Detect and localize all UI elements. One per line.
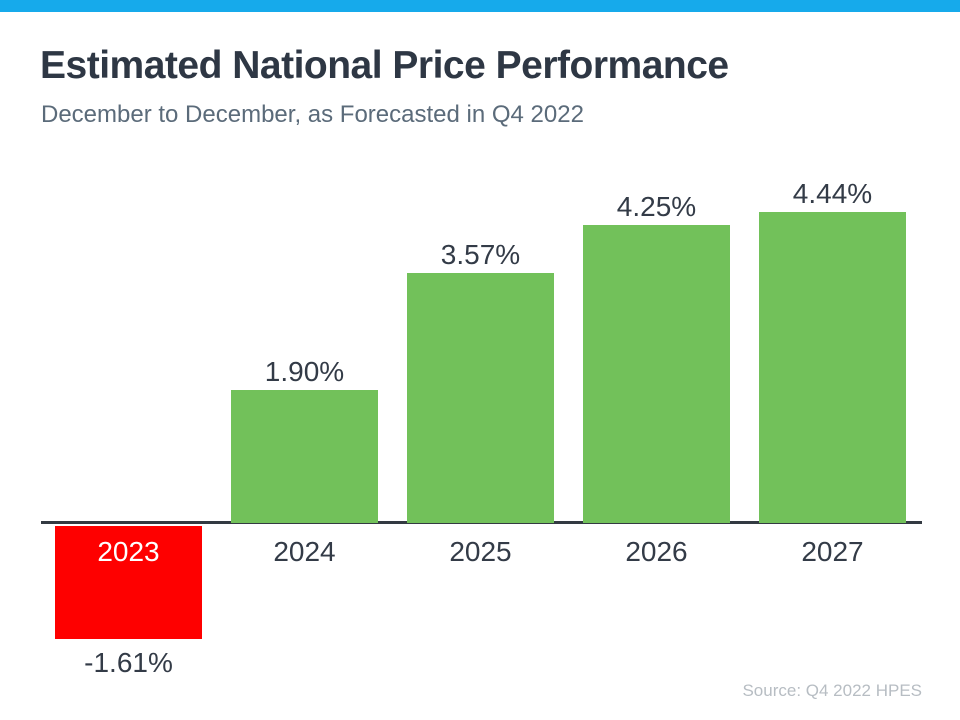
source-note: Source: Q4 2022 HPES: [742, 681, 922, 700]
bar-2026: [583, 225, 730, 523]
year-label-2026: 2026: [625, 536, 688, 567]
year-label-2024: 2024: [273, 536, 336, 567]
year-label-2025: 2025: [449, 536, 512, 567]
bar-2023: [55, 526, 202, 639]
value-label-2023: -1.61%: [84, 647, 173, 678]
value-label-2026: 4.25%: [616, 191, 697, 222]
bar-2024: [231, 390, 378, 523]
page-subtitle: December to December, as Forecasted in Q…: [41, 101, 584, 128]
value-label-2025: 3.57%: [440, 239, 521, 270]
top-accent-strip: [0, 0, 960, 12]
bar-2025: [407, 273, 554, 523]
value-label-2027: 4.44%: [792, 178, 873, 209]
value-label-2024: 1.90%: [264, 356, 345, 387]
bar-2027: [759, 212, 906, 523]
year-label-2023: 2023: [97, 536, 160, 567]
year-label-2027: 2027: [801, 536, 864, 567]
page-title: Estimated National Price Performance: [40, 44, 729, 87]
